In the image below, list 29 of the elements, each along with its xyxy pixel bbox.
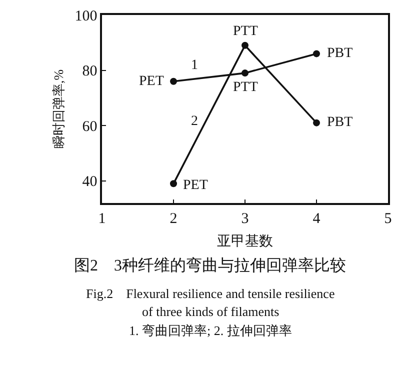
x-tick-label: 3 — [241, 210, 249, 227]
y-axis-title: 瞬时回弹率,% — [51, 69, 66, 149]
point — [242, 70, 248, 77]
y-tick-label: 100 — [74, 8, 98, 24]
x-tick-label: 1 — [98, 210, 106, 227]
y-tick-label: 80 — [82, 64, 98, 80]
text: 图2 3种纤维的弯曲与拉伸回弹率比较 — [74, 256, 346, 275]
annotation: 2 — [191, 114, 198, 129]
text: of three kinds of filaments — [142, 304, 280, 319]
text: 1. 弯曲回弹率; 2. 拉伸回弹率 — [129, 323, 292, 338]
y-tick-label: 60 — [82, 118, 98, 135]
annotation: PTT — [233, 80, 258, 95]
y-tick-label: 40 — [82, 174, 98, 190]
point — [170, 180, 177, 188]
point — [313, 119, 320, 126]
x-axis-title: 亚甲基数 — [217, 234, 273, 250]
x-tick-label: 2 — [170, 210, 178, 227]
caption: Fig.2 Flexural resilience and tensile resilience — [86, 286, 335, 301]
annotation: PTT — [233, 24, 258, 39]
point — [313, 50, 320, 58]
annotation: PET — [139, 74, 164, 89]
annotation: 1 — [191, 58, 198, 73]
annotation: PBT — [327, 115, 354, 130]
point — [170, 78, 177, 85]
annotation: PET — [183, 178, 208, 193]
annotation: PBT — [327, 46, 354, 61]
point — [242, 42, 248, 49]
x-tick-label: 5 — [384, 210, 392, 227]
x-tick-label: 4 — [312, 210, 321, 227]
